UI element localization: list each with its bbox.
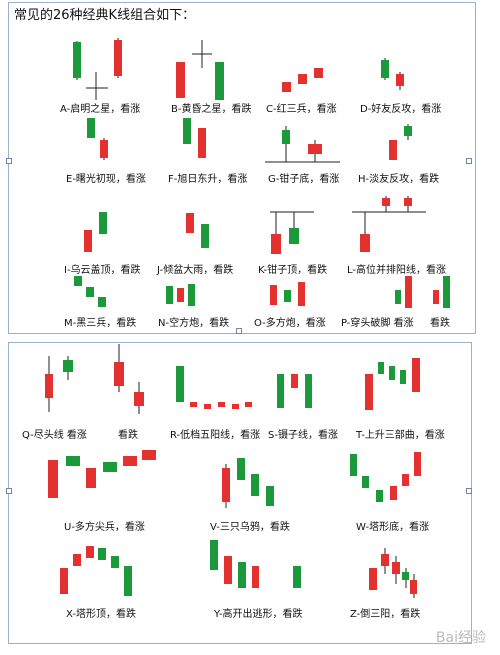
label-g: G-钳子底，看涨 xyxy=(268,174,340,185)
label-v: V-三只乌鸦，看跌 xyxy=(210,522,290,533)
label-q-2: 看跌 xyxy=(118,430,138,441)
label-b: B-黄昏之星，看跌 xyxy=(171,104,252,115)
watermark: Bai经验 xyxy=(435,630,486,646)
page-title: 常见的26种经典K线组合如下： xyxy=(14,8,196,23)
pattern-v xyxy=(222,458,274,508)
top-panel xyxy=(8,2,476,334)
label-u: U-多方尖兵，看涨 xyxy=(64,522,145,533)
pattern-g xyxy=(265,126,340,163)
resize-handle[interactable] xyxy=(6,488,12,494)
label-q: Q-尽头线 看涨 xyxy=(22,430,87,441)
pattern-d xyxy=(381,58,404,90)
pattern-b xyxy=(176,40,224,100)
pattern-i xyxy=(84,212,107,252)
pattern-h xyxy=(389,124,412,160)
pattern-o xyxy=(270,282,305,306)
label-w: W-塔形底，看涨 xyxy=(356,522,430,533)
pattern-y xyxy=(210,540,301,588)
label-z: Z-倒三阳，看跌 xyxy=(350,609,421,620)
label-e: E-曙光初现，看涨 xyxy=(66,174,146,185)
label-h: H-淡友反攻，看跌 xyxy=(358,174,440,185)
resize-handle[interactable] xyxy=(6,158,12,164)
label-k: K-钳子顶，看跌 xyxy=(258,265,328,276)
label-t: T-上升三部曲，看涨 xyxy=(356,430,445,441)
label-r: R-低档五阳线，看涨 xyxy=(170,430,261,441)
label-c: C-红三兵，看涨 xyxy=(266,104,337,115)
pattern-z xyxy=(369,548,417,598)
pattern-s xyxy=(277,374,312,408)
label-y: Y-高开出逃形，看跌 xyxy=(214,609,303,620)
pattern-u xyxy=(48,450,156,498)
label-d: D-好友反攻，看涨 xyxy=(360,104,442,115)
label-l: L-高位并排阳线，看涨 xyxy=(347,265,447,276)
label-p-2: 看跌 xyxy=(430,318,450,329)
label-n: N-空方炮，看跌 xyxy=(158,318,230,329)
pattern-x xyxy=(60,546,132,596)
label-o: O-多方炮，看涨 xyxy=(254,318,326,329)
pattern-w xyxy=(350,452,421,502)
pattern-f xyxy=(183,118,206,158)
pattern-e xyxy=(87,118,108,160)
pattern-m xyxy=(74,276,106,307)
pattern-p xyxy=(395,276,450,308)
resize-handle[interactable] xyxy=(466,488,472,494)
pattern-t xyxy=(365,358,420,410)
resize-handle[interactable] xyxy=(466,158,472,164)
pattern-l xyxy=(352,196,426,252)
label-x: X-塔形顶，看跌 xyxy=(66,609,136,620)
label-i: I-乌云盖顶，看跌 xyxy=(64,265,141,276)
pattern-r xyxy=(176,366,252,409)
pattern-c xyxy=(282,68,323,92)
label-m: M-黑三兵，看跌 xyxy=(64,318,137,329)
pattern-a xyxy=(73,38,122,100)
label-f: F-旭日东升，看涨 xyxy=(168,174,248,185)
label-j: J-倾盆大雨，看跌 xyxy=(157,265,234,276)
label-a: A-启明之星，看涨 xyxy=(60,104,141,115)
pattern-j xyxy=(186,213,209,248)
label-s: S-镊子线，看涨 xyxy=(268,430,338,441)
pattern-n xyxy=(166,284,195,306)
pattern-k xyxy=(270,211,314,254)
label-p: P-穿头破脚 看涨 xyxy=(341,318,414,329)
resize-handle[interactable] xyxy=(236,328,242,334)
pattern-q xyxy=(45,344,144,414)
